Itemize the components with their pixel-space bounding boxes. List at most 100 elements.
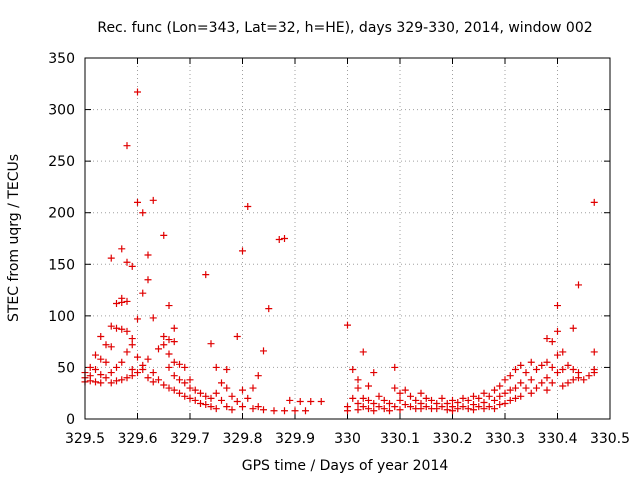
data-point [186, 376, 194, 384]
data-point [485, 392, 493, 400]
data-point [239, 247, 246, 255]
data-point [365, 396, 372, 404]
data-point [197, 389, 204, 397]
data-point [454, 398, 462, 406]
data-point [160, 381, 168, 389]
data-point [559, 365, 567, 373]
data-point [197, 400, 204, 408]
data-point [134, 315, 141, 323]
data-point [149, 369, 157, 377]
data-point [254, 403, 262, 411]
data-point [354, 406, 362, 414]
data-point [449, 407, 456, 415]
data-point [365, 382, 372, 390]
data-point [212, 405, 220, 413]
data-point [228, 406, 236, 414]
data-point [512, 394, 519, 402]
y-tick-label: 200 [48, 206, 75, 222]
data-point [401, 386, 409, 394]
data-point [92, 378, 99, 386]
data-point [359, 348, 367, 356]
data-point [538, 379, 546, 387]
data-point [128, 335, 136, 343]
data-point [380, 405, 388, 413]
data-point [459, 403, 467, 411]
data-point [191, 396, 199, 404]
data-point [118, 298, 126, 306]
data-point [181, 363, 189, 371]
data-point [128, 372, 136, 380]
data-point [155, 345, 162, 353]
data-point [491, 405, 498, 413]
data-point [281, 407, 288, 415]
data-point [554, 327, 561, 335]
data-point [559, 382, 567, 390]
data-point [113, 377, 120, 385]
data-point [186, 384, 194, 392]
data-point [590, 348, 598, 356]
x-tick-label: 330 [334, 431, 361, 447]
data-point [170, 324, 178, 332]
data-point [412, 396, 420, 404]
data-point [118, 325, 126, 333]
data-point [564, 361, 572, 369]
data-point [260, 347, 267, 355]
data-point [102, 374, 110, 382]
data-point [464, 405, 472, 413]
data-point [107, 322, 115, 330]
data-point [554, 369, 561, 377]
data-point [401, 401, 409, 409]
data-point [291, 407, 299, 415]
data-point [212, 363, 220, 371]
data-point [391, 363, 399, 371]
data-point [165, 336, 173, 344]
x-tick-label: 330.2 [432, 431, 472, 447]
data-point [218, 379, 225, 387]
data-point [569, 324, 577, 332]
data-point [160, 231, 168, 239]
data-point [317, 397, 325, 405]
data-point [391, 403, 399, 411]
data-point [218, 396, 225, 404]
data-point [354, 384, 362, 392]
x-tick-label: 329.8 [222, 431, 262, 447]
data-point [506, 396, 514, 404]
y-tick-label: 150 [48, 257, 75, 273]
data-point [575, 374, 582, 382]
data-point [239, 386, 246, 394]
data-point [212, 389, 220, 397]
data-point [396, 396, 404, 404]
data-point [380, 396, 388, 404]
data-point [396, 389, 404, 397]
data-point [391, 384, 399, 392]
data-point [296, 397, 304, 405]
data-point [107, 254, 115, 262]
data-point [527, 389, 535, 397]
data-point [149, 196, 157, 204]
data-point [543, 335, 551, 343]
data-point [134, 369, 141, 377]
data-point [590, 369, 598, 377]
data-point [501, 400, 509, 408]
data-point [575, 281, 582, 289]
data-point [480, 398, 488, 406]
data-point [249, 405, 257, 413]
data-point [417, 405, 425, 413]
data-point [118, 245, 126, 253]
data-point [344, 407, 351, 415]
data-point [118, 358, 126, 366]
chart-title: Rec. func (Lon=343, Lat=32, h=HE), days … [97, 20, 592, 36]
data-point [107, 343, 115, 351]
data-point [233, 332, 241, 340]
data-point [433, 405, 441, 413]
data-point [186, 394, 194, 402]
data-point [370, 407, 378, 415]
y-tick-label: 100 [48, 309, 75, 325]
data-point [202, 392, 210, 400]
data-point [207, 403, 215, 411]
data-point [527, 358, 535, 366]
x-tick-label: 329.7 [170, 431, 210, 447]
data-point [559, 348, 567, 356]
data-point [170, 386, 178, 394]
